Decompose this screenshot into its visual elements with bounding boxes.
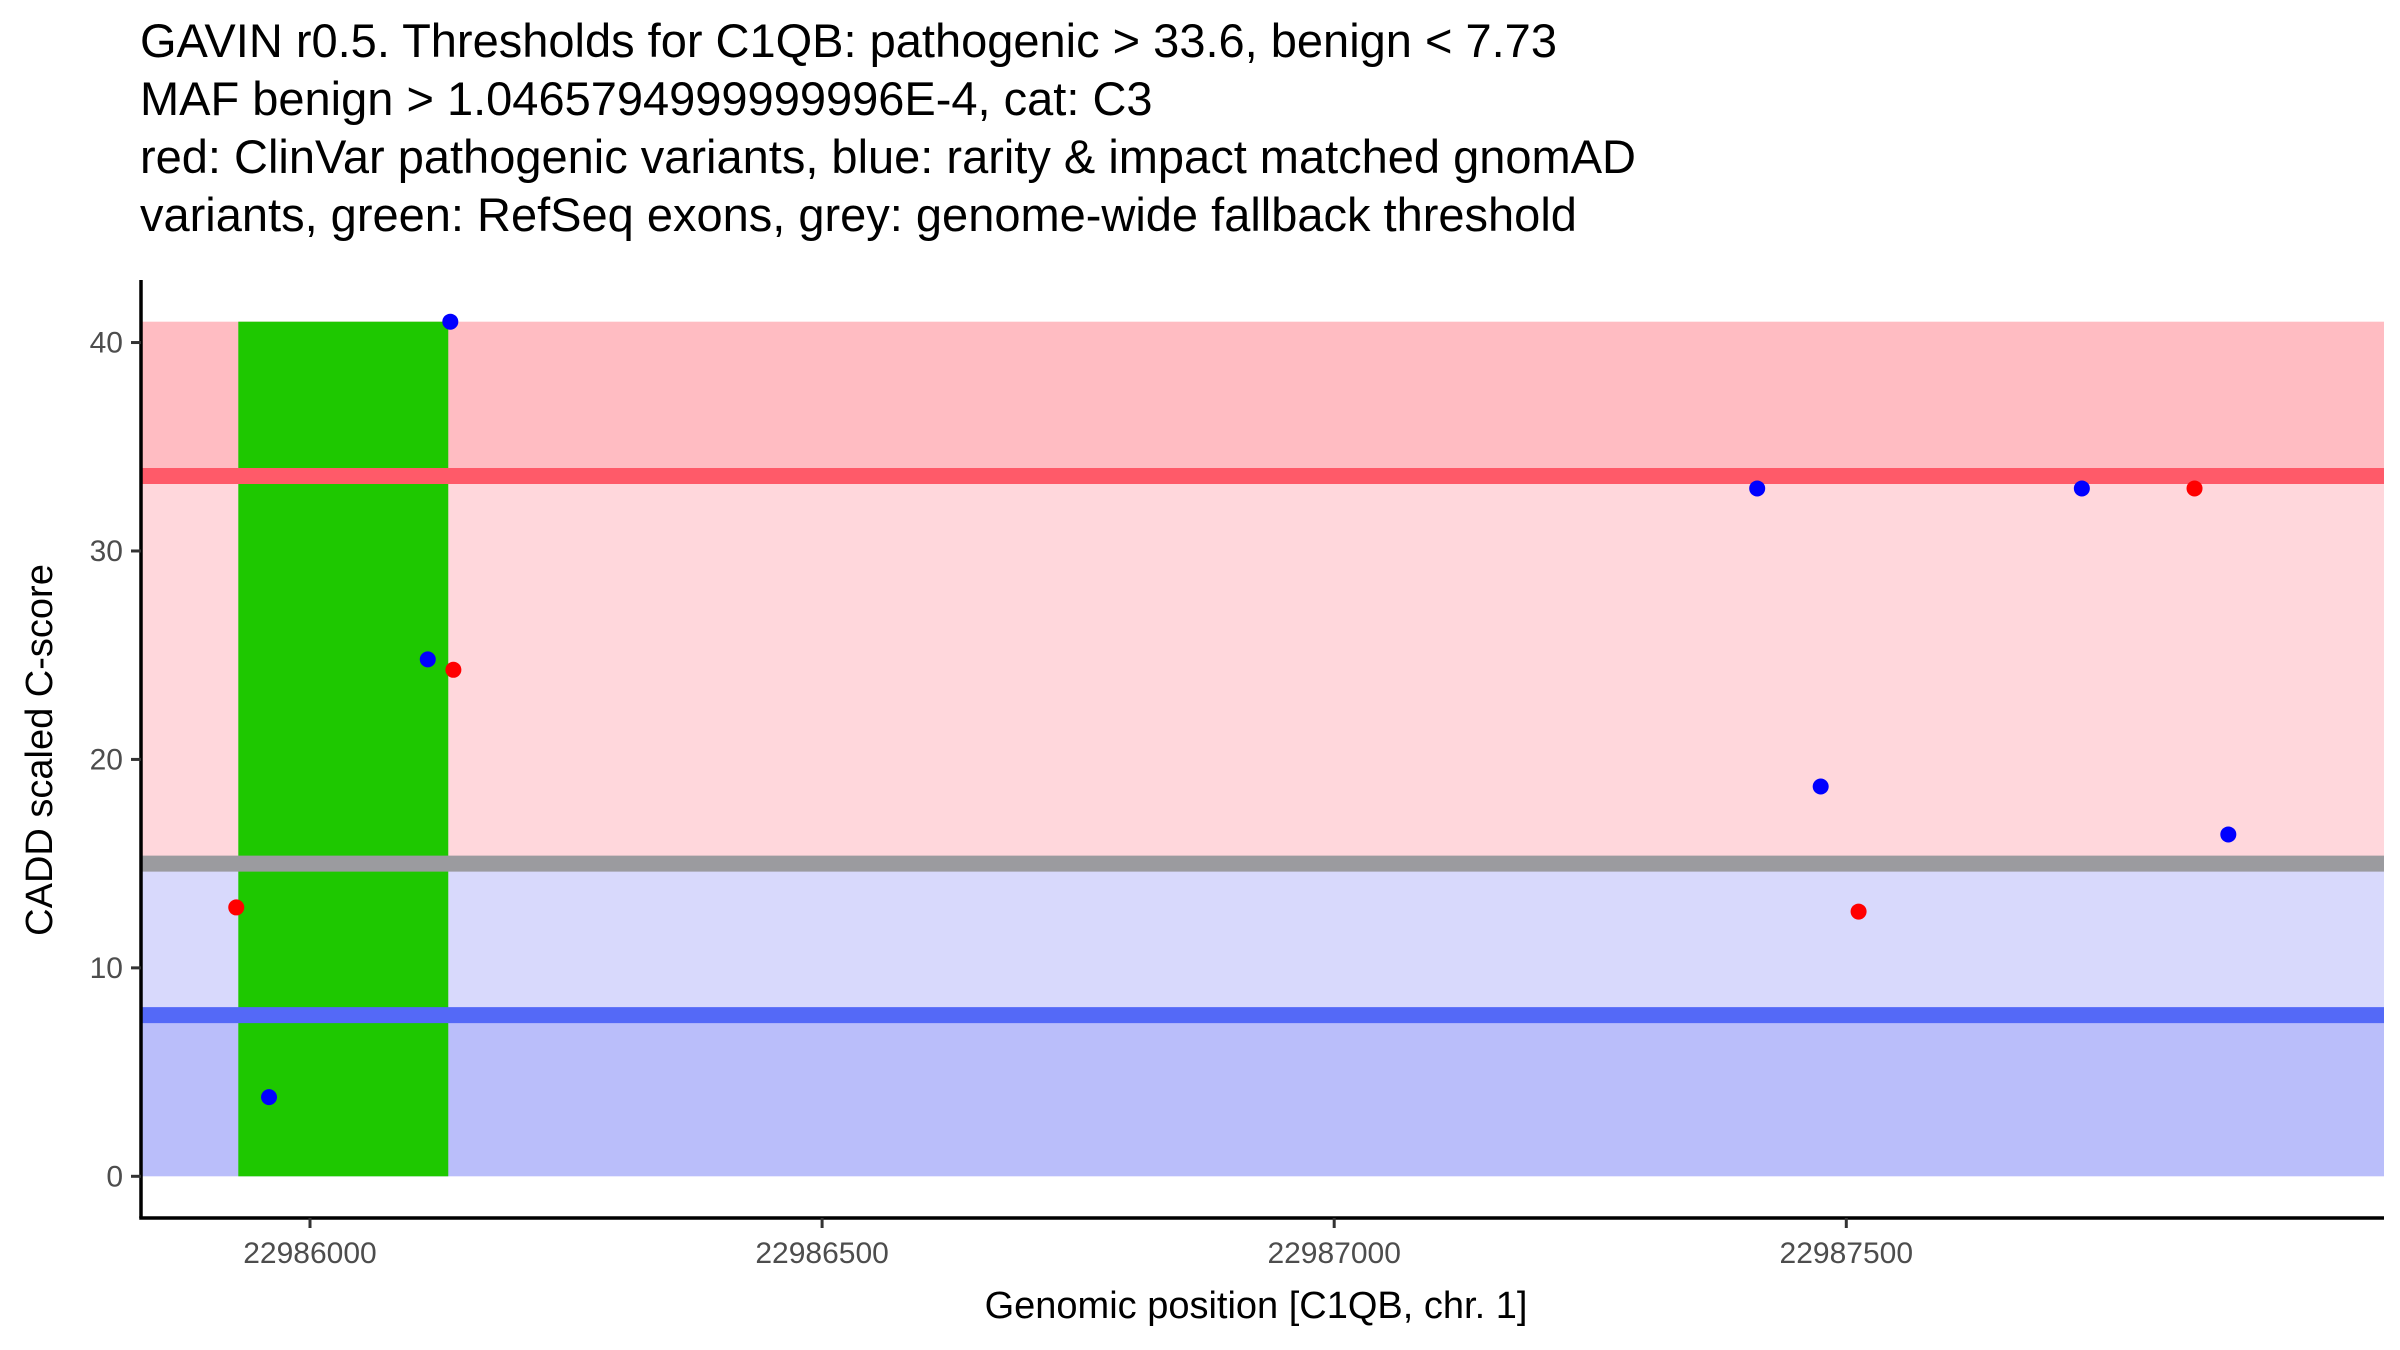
clinvar-point-3 bbox=[1850, 903, 1867, 920]
threshold-regions bbox=[141, 321, 2384, 1177]
region-below-benign bbox=[141, 1015, 2384, 1177]
variant-points bbox=[228, 313, 2237, 1106]
exon-bars bbox=[238, 321, 449, 1177]
clinvar-point-2 bbox=[445, 661, 462, 678]
title-line-2: MAF benign > 1.0465794999999996E-4, cat:… bbox=[140, 72, 1153, 125]
clinvar-point-4 bbox=[2186, 480, 2203, 497]
chart-title: GAVIN r0.5. Thresholds for C1QB: pathoge… bbox=[140, 12, 2380, 244]
x-tick-label-22986500: 22986500 bbox=[755, 1237, 888, 1270]
y-tick-label-30: 30 bbox=[90, 535, 123, 568]
gnomad-point-1 bbox=[261, 1089, 278, 1106]
title-line-4: variants, green: RefSeq exons, grey: gen… bbox=[140, 188, 1577, 241]
title-line-3: red: ClinVar pathogenic variants, blue: … bbox=[140, 130, 1636, 183]
x-axis-title: Genomic position [C1QB, chr. 1] bbox=[985, 1285, 1528, 1327]
region-above-pathogenic bbox=[141, 321, 2384, 476]
gnomad-point-4 bbox=[1749, 480, 1766, 497]
clinvar-point-1 bbox=[228, 899, 245, 916]
x-tick-label-22986000: 22986000 bbox=[243, 1237, 376, 1270]
region-fallback-to-benign bbox=[141, 863, 2384, 1016]
y-axis-title: CADD scaled C-score bbox=[19, 564, 61, 936]
gnomad-point-7 bbox=[2220, 826, 2237, 843]
y-tick-label-0: 0 bbox=[106, 1160, 123, 1193]
threshold-lines bbox=[141, 467, 2384, 1024]
gnomad-point-5 bbox=[1812, 778, 1829, 795]
exon-bar-1 bbox=[238, 321, 449, 1177]
gnomad-point-6 bbox=[2073, 480, 2090, 497]
x-tick-label-22987000: 22987000 bbox=[1267, 1237, 1400, 1270]
axes: 0 10 20 30 40 22986000 22986500 22987000 2298750… bbox=[90, 280, 2384, 1270]
title-line-1: GAVIN r0.5. Thresholds for C1QB: pathoge… bbox=[140, 14, 1557, 67]
x-tick-label-22987500: 22987500 bbox=[1780, 1237, 1913, 1270]
gnomad-point-2 bbox=[419, 651, 436, 668]
region-pathogenic-to-fallback bbox=[141, 475, 2384, 864]
y-tick-label-20: 20 bbox=[90, 743, 123, 776]
y-tick-label-10: 10 bbox=[90, 952, 123, 985]
y-tick-label-40: 40 bbox=[90, 327, 123, 360]
gnomad-point-3 bbox=[442, 313, 459, 330]
